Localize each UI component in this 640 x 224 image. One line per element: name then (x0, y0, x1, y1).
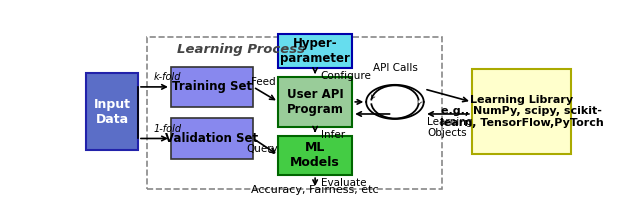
Text: ML
Models: ML Models (290, 141, 340, 169)
Text: Learning
Objects: Learning Objects (428, 116, 473, 138)
Text: Accuracy, Fairness, etc: Accuracy, Fairness, etc (252, 185, 379, 194)
FancyBboxPatch shape (472, 69, 571, 154)
Text: Input
Data: Input Data (93, 98, 131, 126)
Text: Learning Library
e.g., NumPy, scipy, scikit-
learn, TensorFlow,PyTorch: Learning Library e.g., NumPy, scipy, sci… (440, 95, 604, 128)
Text: Training Set: Training Set (172, 80, 252, 93)
FancyBboxPatch shape (278, 34, 352, 68)
Text: 1-fold: 1-fold (154, 124, 182, 134)
Text: Learning Process: Learning Process (177, 43, 305, 56)
Text: Validation Set: Validation Set (165, 132, 259, 145)
Text: API Calls: API Calls (372, 63, 417, 73)
FancyBboxPatch shape (278, 77, 352, 127)
FancyBboxPatch shape (278, 136, 352, 175)
Text: User API
Program: User API Program (287, 88, 344, 116)
Text: Feed: Feed (252, 77, 276, 87)
FancyBboxPatch shape (171, 67, 253, 107)
Text: Query: Query (246, 144, 278, 154)
Text: k-fold: k-fold (154, 72, 181, 82)
FancyBboxPatch shape (86, 73, 138, 150)
Text: Configure: Configure (321, 71, 371, 81)
Text: Infer: Infer (321, 130, 345, 140)
Text: Hyper-
parameter: Hyper- parameter (280, 37, 350, 65)
Text: Evaluate: Evaluate (321, 178, 366, 188)
FancyBboxPatch shape (171, 118, 253, 159)
